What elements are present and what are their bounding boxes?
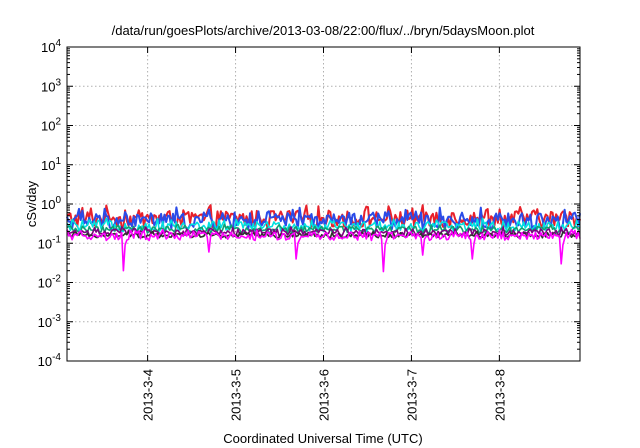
y-tick-label: 102 [41, 117, 61, 134]
y-tick-label: 101 [41, 156, 61, 173]
x-axis-label: Coordinated Universal Time (UTC) [223, 431, 422, 446]
y-tick-label: 10-1 [38, 234, 62, 251]
x-tick-label: 2013-3-4 [141, 369, 156, 421]
series-line [66, 228, 581, 273]
x-tick-label: 2013-3-6 [317, 369, 332, 421]
grid [67, 47, 580, 361]
series-line [66, 230, 581, 239]
chart-title: /data/run/goesPlots/archive/2013-03-08/2… [112, 23, 535, 38]
y-axis-label-group: cSv/day [24, 180, 39, 227]
x-tick-label: 2013-3-8 [492, 369, 507, 421]
axis-ticks: 10-4 10-3 10-2 10-1 100 101 102 103 104 2013-3-4 2… [38, 38, 580, 421]
y-tick-label: 10-3 [38, 313, 62, 330]
y-tick-label: 103 [41, 77, 61, 94]
series-group [66, 204, 581, 273]
y-tick-label: 104 [41, 38, 61, 55]
y-tick-label: 10-4 [38, 352, 62, 369]
y-tick-label: 100 [41, 195, 61, 212]
y-axis-label: cSv/day [24, 180, 39, 227]
series-line [66, 206, 581, 231]
x-tick-label: 2013-3-7 [404, 369, 419, 421]
x-tick-label: 2013-3-5 [229, 369, 244, 421]
y-tick-label: 10-2 [38, 274, 62, 291]
